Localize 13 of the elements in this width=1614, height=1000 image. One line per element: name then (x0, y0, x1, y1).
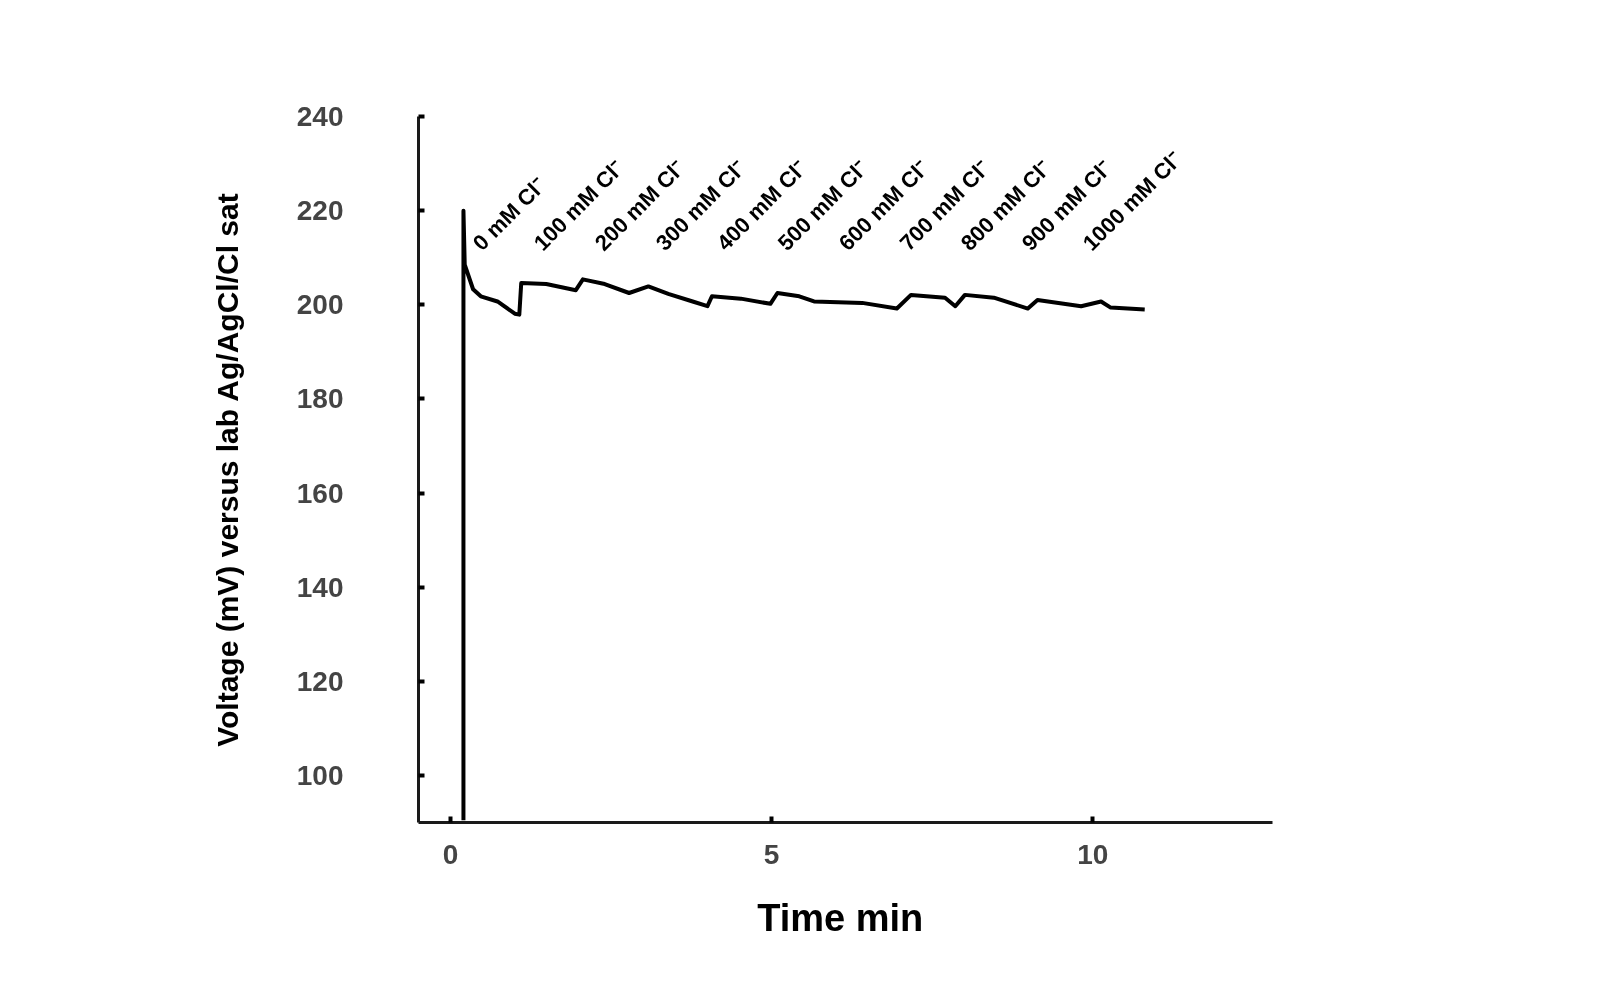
y-tick-label: 220 (296, 195, 344, 227)
x-tick-label: 0 (442, 838, 459, 870)
x-tick-label: 10 (1077, 838, 1109, 870)
y-tick-label: 140 (296, 571, 344, 603)
y-tick-label: 200 (296, 289, 344, 321)
y-tick-label: 240 (296, 101, 344, 132)
y-tick-label: 160 (296, 477, 344, 509)
y-tick-label: 100 (296, 759, 344, 791)
y-tick-label: 180 (296, 383, 344, 415)
x-axis-title: Time min (757, 896, 924, 939)
x-tick-label: 5 (763, 838, 780, 870)
y-axis-title: Voltage (mV) versus lab Ag/AgCl/Cl sat (210, 193, 244, 747)
y-tick-label: 120 (296, 665, 344, 697)
